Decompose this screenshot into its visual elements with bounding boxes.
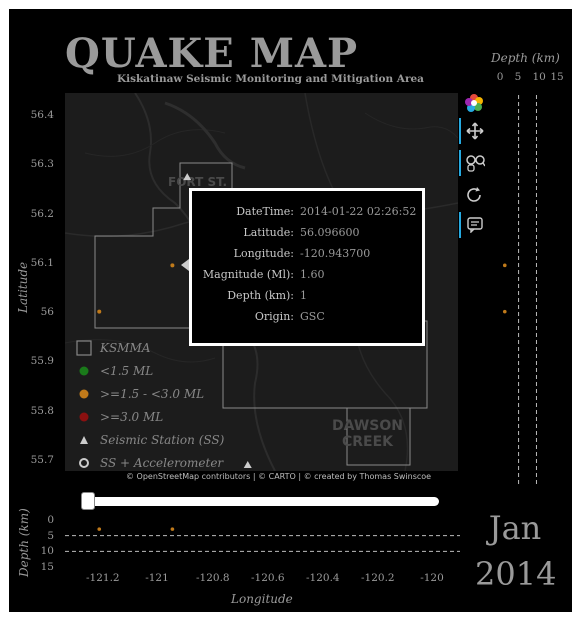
town-label-fort-st: FORT ST. bbox=[168, 175, 227, 189]
tooltip-value: GSC bbox=[300, 310, 325, 323]
legend-item-low-magnitude[interactable]: <1.5 ML bbox=[76, 363, 153, 379]
latitude-tick-label: 56.3 bbox=[30, 158, 54, 171]
longitude-tick-label: -120 bbox=[420, 572, 444, 584]
depth-top-tick-label: 0 bbox=[496, 71, 504, 83]
current-month: Jan bbox=[488, 509, 542, 547]
latitude-tick-label: 55.8 bbox=[30, 404, 54, 417]
basemap: FORT ST. DAWSON CREEK bbox=[65, 93, 458, 471]
tooltip-row: Longitude: -120.943700 bbox=[192, 247, 422, 265]
latitude-tick-label: 55.7 bbox=[30, 454, 54, 466]
longitude-tick-label: -120.8 bbox=[196, 572, 230, 584]
time-slider-track[interactable] bbox=[87, 497, 439, 506]
depth-event-marker[interactable] bbox=[170, 527, 175, 531]
depth-top-tick-label: 15 bbox=[550, 71, 564, 83]
tooltip-key: Origin: bbox=[254, 310, 294, 323]
depth-top-tick-label: 5 bbox=[514, 71, 522, 83]
longitude-tick-label: -120.2 bbox=[361, 572, 395, 584]
tooltip-key: Magnitude (Ml): bbox=[202, 268, 294, 281]
tooltip-value: -120.943700 bbox=[300, 247, 371, 260]
tooltip-key: DateTime: bbox=[236, 205, 294, 218]
depth-event-marker[interactable] bbox=[502, 263, 507, 268]
tooltip-value: 1.60 bbox=[300, 268, 325, 281]
legend-item-mid-magnitude[interactable]: >=1.5 - <3.0 ML bbox=[76, 386, 204, 402]
depth-side-plot[interactable] bbox=[492, 90, 567, 485]
legend-item-accelerometer[interactable]: SS + Accelerometer bbox=[76, 455, 223, 471]
page-subtitle: Kiskatinaw Seismic Monitoring and Mitiga… bbox=[117, 73, 424, 85]
longitude-axis-label: Longitude bbox=[231, 592, 293, 606]
town-label-dawson: DAWSON bbox=[332, 418, 403, 434]
latitude-tick-label: 56.4 bbox=[30, 109, 54, 121]
latitude-tick-label: 56.2 bbox=[30, 207, 54, 220]
depth-side-tick-label: 0 bbox=[47, 514, 54, 526]
tooltip-key: Latitude: bbox=[243, 226, 294, 239]
latitude-tick-label: 56 bbox=[40, 306, 54, 319]
depth-side-tick-label: 5 bbox=[47, 529, 54, 542]
tooltip-key: Depth (km): bbox=[227, 289, 294, 302]
green-dot-icon bbox=[76, 363, 92, 379]
tooltip-row: DateTime: 2014-01-22 02:26:52 bbox=[192, 205, 422, 223]
map-attribution[interactable]: © OpenStreetMap contributors | © CARTO |… bbox=[126, 472, 432, 481]
current-month-display: Jan 2014 bbox=[475, 505, 557, 597]
wheel-zoom-icon[interactable] bbox=[459, 150, 489, 176]
tooltip-pointer bbox=[181, 259, 189, 271]
triangle-icon bbox=[76, 432, 92, 448]
page-title: QUAKE MAP bbox=[65, 30, 359, 77]
tooltip-row: Latitude: 56.096600 bbox=[192, 226, 422, 244]
legend-item-ksmma[interactable]: KSMMA bbox=[76, 340, 150, 356]
tooltip-row: Origin: GSC bbox=[192, 310, 422, 328]
reset-icon[interactable] bbox=[459, 182, 489, 208]
depth-axis-label-top: Depth (km) bbox=[491, 51, 560, 65]
hover-tooltip-icon[interactable] bbox=[459, 212, 489, 238]
depth-axis-label-bottom: Depth (km) bbox=[17, 508, 31, 577]
depth-top-tick-label: 10 bbox=[532, 71, 546, 83]
depth-event-marker[interactable] bbox=[97, 527, 102, 531]
longitude-tick-label: -120.4 bbox=[306, 572, 340, 584]
latitude-tick-label: 56.1 bbox=[30, 256, 54, 269]
seismic-station-marker[interactable] bbox=[243, 460, 252, 468]
town-label-creek: CREEK bbox=[342, 434, 394, 450]
orange-dot-icon bbox=[76, 386, 92, 402]
square-icon bbox=[76, 340, 92, 356]
longitude-tick-label: -121 bbox=[145, 572, 169, 584]
ring-icon bbox=[76, 455, 92, 471]
longitude-tick-label: -121.2 bbox=[86, 572, 120, 584]
pan-icon[interactable] bbox=[459, 118, 489, 144]
tooltip-value: 2014-01-22 02:26:52 bbox=[300, 205, 417, 218]
latitude-tick-label: 55.9 bbox=[30, 355, 54, 368]
tooltip-row: Magnitude (Ml): 1.60 bbox=[192, 268, 422, 286]
time-slider-handle[interactable] bbox=[81, 492, 95, 510]
legend-item-seismic-station[interactable]: Seismic Station (SS) bbox=[76, 432, 224, 448]
tooltip-key: Longitude: bbox=[233, 247, 294, 260]
hover-tooltip: DateTime: 2014-01-22 02:26:52 Latitude: 56.… bbox=[189, 188, 425, 346]
latitude-axis-label: Latitude bbox=[16, 261, 30, 313]
depth-event-marker[interactable] bbox=[502, 309, 507, 314]
earthquake-event-marker[interactable] bbox=[170, 263, 175, 268]
legend-item-high-magnitude[interactable]: >=3.0 ML bbox=[76, 409, 163, 425]
depth-side-tick-label: 10 bbox=[40, 545, 54, 558]
tooltip-value: 56.096600 bbox=[300, 226, 360, 239]
earthquake-event-marker[interactable] bbox=[97, 309, 102, 314]
seismic-station-marker[interactable] bbox=[183, 173, 192, 181]
current-year: 2014 bbox=[475, 555, 557, 593]
tooltip-value: 1 bbox=[300, 289, 307, 302]
logo-icon[interactable] bbox=[459, 90, 489, 116]
tooltip-row: Depth (km): 1 bbox=[192, 289, 422, 307]
red-dot-icon bbox=[76, 409, 92, 425]
depth-side-tick-label: 15 bbox=[40, 561, 54, 573]
longitude-tick-label: -120.6 bbox=[251, 572, 285, 584]
depth-bottom-plot[interactable] bbox=[65, 512, 460, 572]
